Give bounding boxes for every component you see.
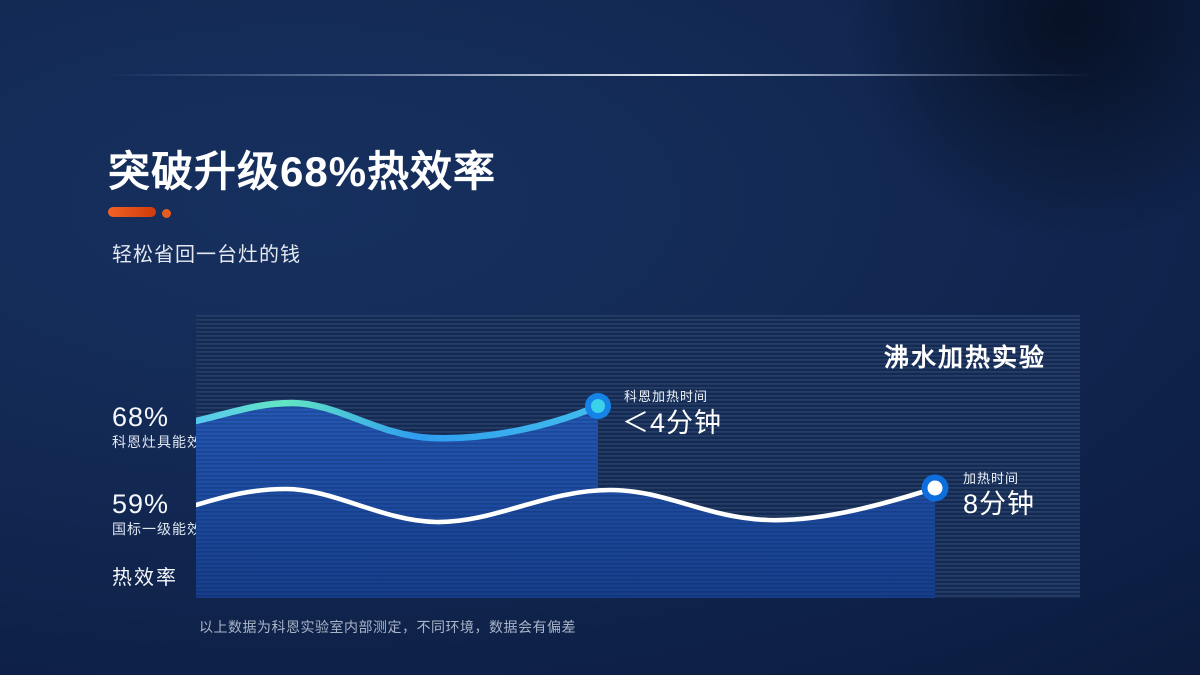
- efficiency-caption-national: 国标一级能效: [112, 521, 202, 537]
- chart-panel: [196, 315, 1080, 598]
- page-title: 突破升级68%热效率: [108, 148, 497, 195]
- marker-national-endpoint: [921, 474, 949, 502]
- accent-dot: [162, 209, 171, 218]
- subtitle: 轻松省回一台灶的钱: [112, 244, 301, 266]
- top-divider-line: [107, 74, 1092, 76]
- efficiency-caption-koen: 科恩灶具能效: [112, 434, 202, 450]
- y-axis-label: 热效率: [112, 567, 178, 589]
- efficiency-value-national: 59%: [112, 489, 170, 519]
- efficiency-value-koen: 68%: [112, 402, 170, 432]
- annotation-national-value: 8分钟: [963, 489, 1036, 519]
- footnote: 以上数据为科恩实验室内部测定，不同环境，数据会有偏差: [199, 619, 576, 635]
- accent-bar: [108, 207, 156, 217]
- wave-chart-svg: [196, 315, 1080, 598]
- annotation-koen-caption: 科恩加热时间: [624, 389, 709, 404]
- line-koen: [196, 399, 602, 442]
- chart-panel-title: 沸水加热实验: [883, 344, 1046, 372]
- line-national: [196, 485, 938, 525]
- marker-koen-endpoint: [585, 393, 611, 419]
- annotation-national-caption: 加热时间: [963, 471, 1020, 486]
- annotation-koen-value: ＜4分钟: [622, 408, 723, 438]
